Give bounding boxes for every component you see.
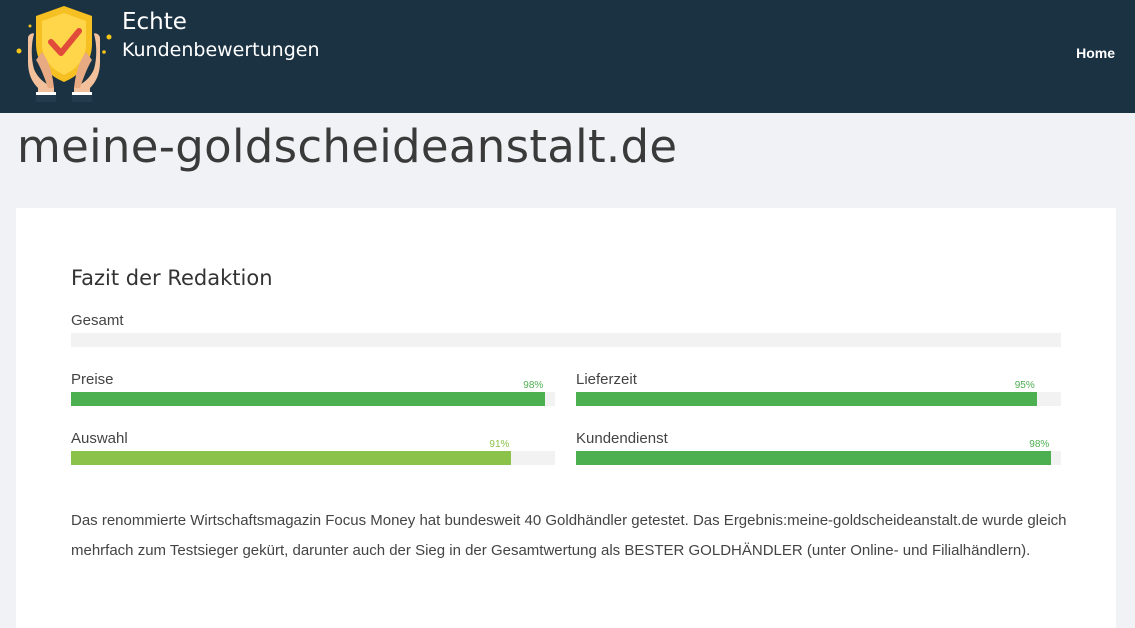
- rating-kundendienst-label: Kundendienst: [576, 430, 668, 447]
- page-title: meine-goldscheideanstalt.de: [17, 120, 678, 173]
- rating-preise: Preise 98%: [71, 371, 555, 411]
- rating-overall: Gesamt: [71, 312, 1061, 352]
- review-description: Das renommierte Wirtschaftsmagazin Focus…: [71, 512, 1067, 559]
- rating-preise-percent: 98%: [523, 380, 544, 391]
- rating-auswahl-bar: [71, 451, 512, 465]
- rating-kundendienst-percent: 98%: [1029, 439, 1050, 450]
- rating-auswahl-percent: 91%: [489, 439, 510, 450]
- rating-lieferzeit-percent: 95%: [1014, 380, 1035, 391]
- nav-home-link[interactable]: Home: [1076, 45, 1115, 61]
- brand-line-2[interactable]: Kundenbewertungen: [122, 39, 320, 61]
- shield-check-hands-icon[interactable]: [14, 4, 114, 104]
- rating-kundendienst-bar: [576, 451, 1052, 465]
- rating-preise-label: Preise: [71, 371, 114, 388]
- rating-preise-bar: [71, 392, 546, 406]
- rating-kundendienst-track: [576, 451, 1061, 465]
- site-header: Echte Kundenbewertungen Home: [0, 0, 1135, 113]
- rating-lieferzeit: Lieferzeit 95%: [576, 371, 1061, 411]
- rating-auswahl: Auswahl 91%: [71, 430, 555, 470]
- rating-lieferzeit-bar: [576, 392, 1037, 406]
- rating-kundendienst: Kundendienst 98%: [576, 430, 1061, 470]
- rating-lieferzeit-label: Lieferzeit: [576, 371, 637, 388]
- review-card: Fazit der Redaktion Gesamt Preise 98% Li…: [16, 208, 1116, 628]
- brand-name[interactable]: Echte Kundenbewertungen: [122, 8, 320, 63]
- rating-auswahl-label: Auswahl: [71, 430, 128, 447]
- rating-auswahl-track: [71, 451, 555, 465]
- brand-line-1[interactable]: Echte: [122, 9, 187, 35]
- rating-overall-label: Gesamt: [71, 312, 124, 329]
- rating-lieferzeit-track: [576, 392, 1061, 406]
- rating-preise-track: [71, 392, 555, 406]
- section-title: Fazit der Redaktion: [71, 266, 273, 290]
- rating-overall-track: [71, 333, 1061, 347]
